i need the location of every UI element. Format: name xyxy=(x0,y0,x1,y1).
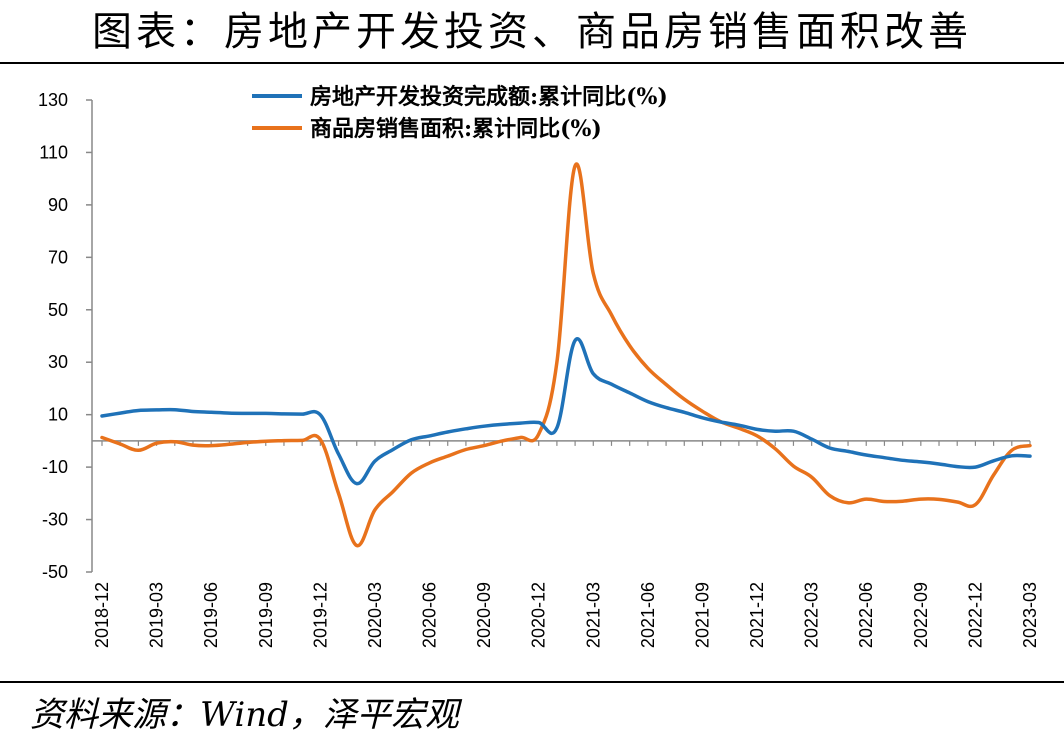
y-tick-label: 90 xyxy=(48,195,68,215)
series-line-investment xyxy=(100,337,1032,486)
x-tick-label: 2021-12 xyxy=(747,582,767,648)
x-tick-label: 2020-12 xyxy=(529,582,549,648)
x-tick-label: 2020-03 xyxy=(365,582,385,648)
x-tick-label: 2023-03 xyxy=(1020,582,1040,648)
bottom-divider xyxy=(0,681,1064,683)
y-tick-label: 110 xyxy=(39,142,68,162)
x-tick-label: 2021-06 xyxy=(638,582,658,648)
x-tick-label: 2020-06 xyxy=(420,582,440,648)
x-tick-label: 2018-12 xyxy=(92,582,112,648)
x-axis: 2018-12 2019-03 2019-06 2019-09 2019-12 2020-… xyxy=(92,440,1040,648)
x-tick-label: 2021-09 xyxy=(692,582,712,648)
y-axis: 130 110 90 70 50 30 10 -10 -30 -50 xyxy=(38,90,93,582)
x-tick-label: 2019-12 xyxy=(310,582,330,648)
x-tick-label: 2022-09 xyxy=(911,582,931,648)
line-chart: 130 110 90 70 50 30 10 -10 -30 -50 2018-12 2019-03… xyxy=(38,84,1040,648)
x-tick-label: 2019-03 xyxy=(147,582,167,648)
x-tick-label: 2021-03 xyxy=(583,582,603,648)
x-tick-label: 2019-06 xyxy=(201,582,221,648)
top-divider xyxy=(0,62,1064,64)
y-tick-label: 130 xyxy=(38,90,68,110)
x-tick-label: 2022-06 xyxy=(856,582,876,648)
x-tick-label: 2022-12 xyxy=(965,582,985,648)
series-line-sales-area xyxy=(100,162,1032,548)
y-tick-label: 50 xyxy=(48,300,68,320)
y-tick-label: 30 xyxy=(48,352,68,372)
series-lines xyxy=(100,162,1032,548)
x-tick-label: 2020-09 xyxy=(474,582,494,648)
x-tick-label: 2022-03 xyxy=(802,582,822,648)
source-note: 资料来源：Wind，泽平宏观 xyxy=(30,695,459,735)
y-tick-label: -50 xyxy=(42,562,68,582)
legend-label-sales-area: 商品房销售面积:累计同比(%) xyxy=(310,116,602,142)
legend: 房地产开发投资完成额:累计同比(%) 商品房销售面积:累计同比(%) xyxy=(252,84,668,142)
y-tick-label: -10 xyxy=(42,457,68,477)
x-tick-label: 2019-09 xyxy=(256,582,276,648)
y-tick-label: 10 xyxy=(48,405,68,425)
chart-title: 图表：房地产开发投资、商品房销售面积改善 xyxy=(92,9,972,55)
y-tick-label: -30 xyxy=(42,510,68,530)
legend-label-investment: 房地产开发投资完成额:累计同比(%) xyxy=(310,84,668,110)
y-tick-label: 70 xyxy=(48,247,68,267)
